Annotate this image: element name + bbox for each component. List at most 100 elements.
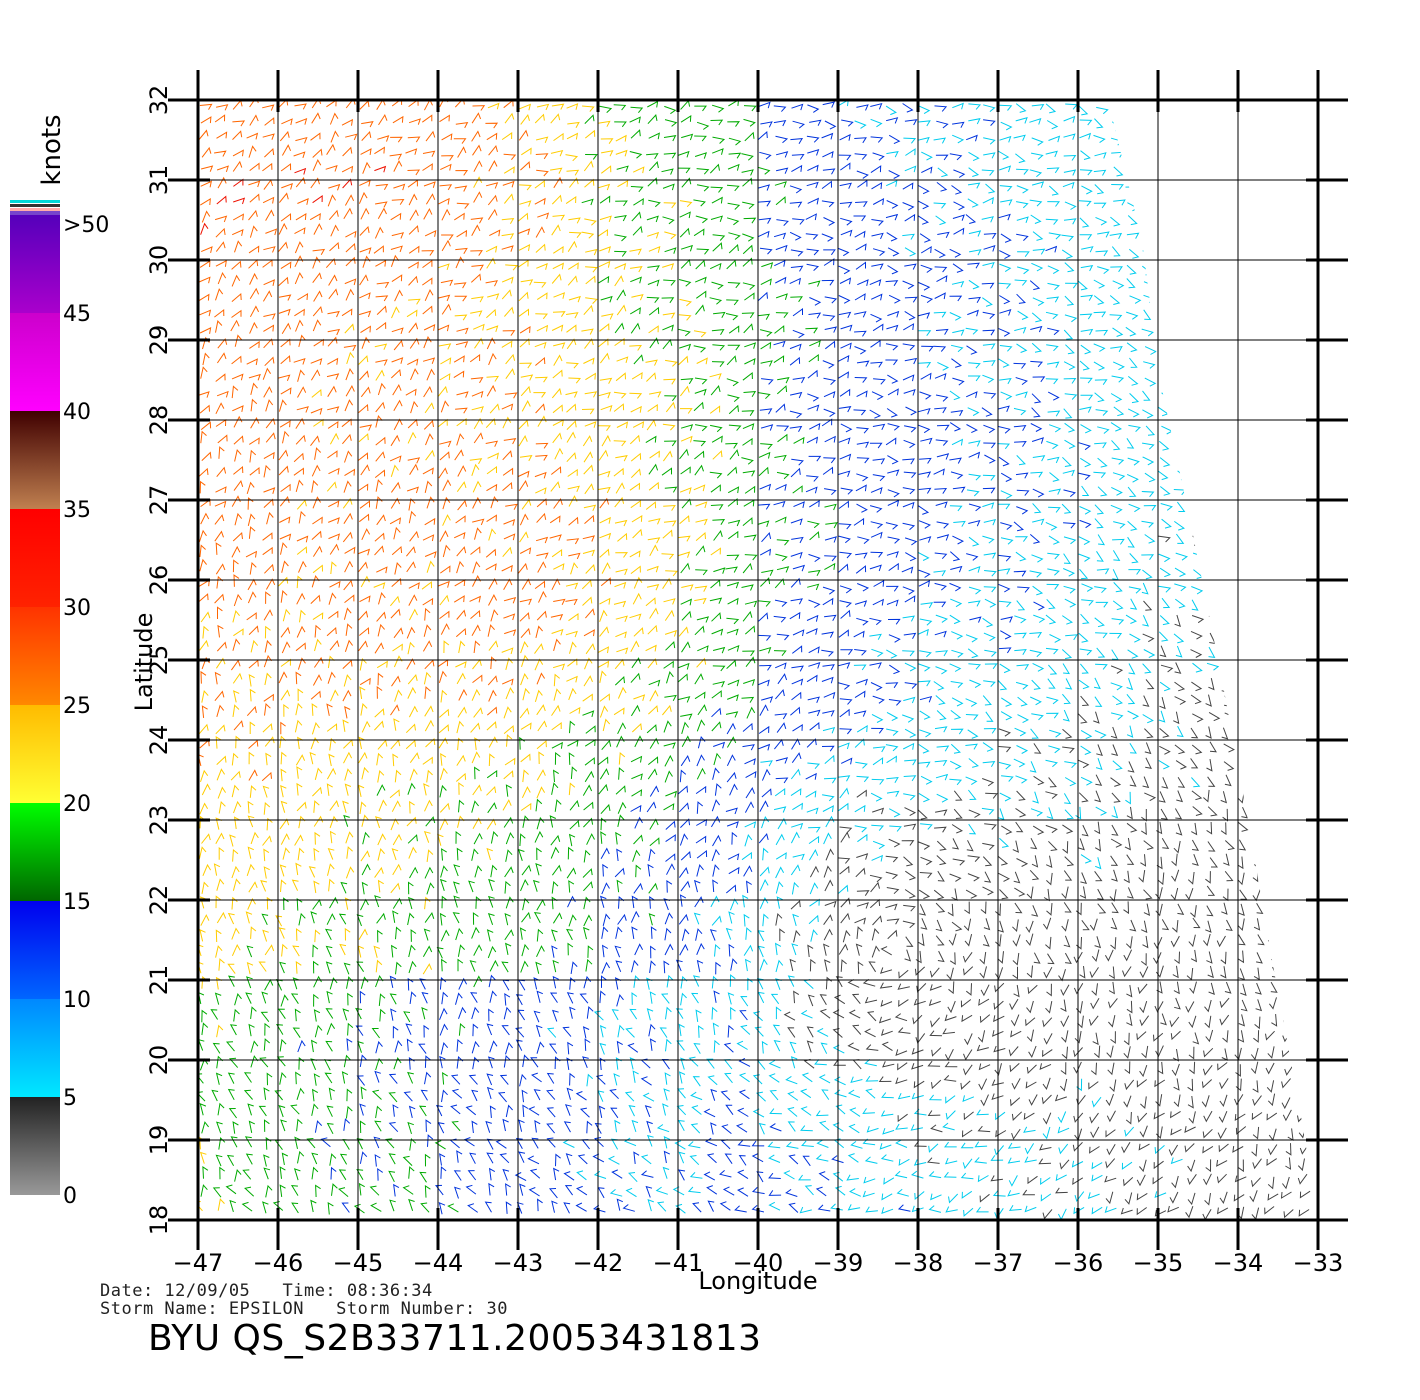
wind-barb <box>568 217 581 224</box>
wind-barb <box>889 664 901 675</box>
wind-barb <box>888 699 902 706</box>
wind-barb <box>569 706 581 714</box>
wind-barb <box>1232 1146 1244 1153</box>
wind-barb <box>455 831 462 844</box>
wind-barb <box>646 419 657 431</box>
wind-barb <box>1174 567 1187 577</box>
wind-barb <box>502 450 513 461</box>
wind-barb <box>1075 936 1082 950</box>
wind-barb <box>218 800 226 814</box>
wind-barb <box>1045 824 1058 834</box>
wind-barb <box>1126 678 1134 691</box>
wind-barb <box>1094 586 1107 594</box>
wind-barb <box>822 586 836 595</box>
wind-barb <box>215 724 226 735</box>
wind-barb <box>1286 101 1297 112</box>
wind-barb <box>966 489 980 497</box>
wind-barb <box>231 495 241 507</box>
wind-barb <box>248 145 257 158</box>
wind-barb <box>1223 761 1235 771</box>
wind-barb <box>490 609 499 622</box>
wind-barb <box>1123 1032 1130 1046</box>
wind-barb <box>231 927 240 940</box>
wind-barb <box>554 752 561 765</box>
wind-barb <box>346 1088 353 1102</box>
wind-barb <box>1014 279 1028 286</box>
wind-barb <box>586 1073 594 1087</box>
wind-barb <box>1031 152 1044 160</box>
wind-barb <box>856 775 870 783</box>
wind-barb <box>533 1089 541 1101</box>
wind-barb <box>488 160 498 172</box>
wind-barb <box>280 338 291 348</box>
wind-barb <box>1141 169 1155 177</box>
wind-barb <box>821 676 834 684</box>
wind-barb <box>599 532 612 540</box>
wind-barb <box>961 1014 973 1023</box>
wind-barb <box>934 582 947 591</box>
wind-barb <box>633 354 644 365</box>
wind-barb <box>1256 519 1268 529</box>
wind-barb <box>234 1169 242 1182</box>
wind-barb <box>920 294 934 304</box>
wind-barb <box>566 675 578 683</box>
wind-barb <box>808 553 821 563</box>
wind-barb <box>982 535 995 544</box>
wind-barb <box>422 163 433 171</box>
wind-barb <box>678 626 689 637</box>
wind-barb <box>246 612 257 621</box>
wind-barb <box>741 312 755 319</box>
wind-barb <box>1143 281 1156 290</box>
wind-barb <box>279 420 291 428</box>
wind-barb <box>1174 662 1182 674</box>
wind-barb <box>423 324 436 331</box>
wind-barb <box>775 777 789 784</box>
wind-barb <box>819 1120 830 1131</box>
wind-barb <box>361 863 371 876</box>
wind-barb <box>615 552 628 558</box>
wind-barb <box>266 1072 273 1086</box>
wind-barb <box>245 911 253 924</box>
wind-barb <box>198 961 204 974</box>
wind-barb <box>1301 1014 1309 1028</box>
wind-barb <box>247 1103 254 1116</box>
wind-barb <box>710 815 721 828</box>
wind-barb <box>982 261 995 269</box>
wind-barb <box>1209 857 1218 868</box>
wind-barb <box>984 871 992 883</box>
wind-barb <box>870 487 883 494</box>
wind-barb <box>994 903 1001 917</box>
wind-barb <box>1079 360 1090 371</box>
wind-barb <box>346 351 355 365</box>
wind-barb <box>454 295 468 302</box>
wind-barb <box>375 496 383 509</box>
wind-barb <box>1239 741 1247 753</box>
wind-barb <box>1222 1030 1229 1043</box>
wind-barb <box>712 834 722 847</box>
wind-barb <box>1075 902 1082 916</box>
wind-barb <box>389 1199 396 1212</box>
wind-barb <box>217 1198 225 1211</box>
wind-barb <box>727 466 738 476</box>
wind-barb <box>522 769 529 783</box>
wind-barb <box>1057 1208 1067 1220</box>
wind-barb <box>1267 1176 1275 1190</box>
wind-barb <box>1158 535 1171 543</box>
wind-barb <box>600 138 614 144</box>
wind-barb <box>281 144 292 156</box>
wind-barb <box>330 561 337 575</box>
wind-barb <box>280 542 288 555</box>
wind-barb <box>663 135 677 142</box>
wind-barb <box>487 913 495 925</box>
wind-barb <box>742 894 749 908</box>
wind-barb <box>1088 1015 1099 1027</box>
wind-barb <box>737 1169 749 1180</box>
wind-barb <box>1201 1079 1213 1089</box>
wind-barb <box>1253 1030 1260 1043</box>
wind-barb <box>357 945 364 958</box>
wind-barb <box>904 247 917 257</box>
wind-barb <box>721 1124 732 1134</box>
wind-barb <box>1206 885 1216 896</box>
wind-barb <box>505 1104 513 1118</box>
wind-barb <box>789 958 796 972</box>
